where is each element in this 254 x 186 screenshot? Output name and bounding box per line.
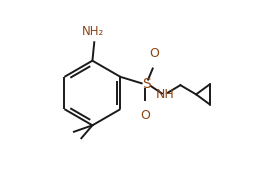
Text: O: O — [149, 47, 159, 60]
Text: S: S — [141, 77, 150, 91]
Text: NH₂: NH₂ — [82, 25, 104, 38]
Text: O: O — [140, 109, 150, 122]
Text: NH: NH — [155, 88, 173, 101]
